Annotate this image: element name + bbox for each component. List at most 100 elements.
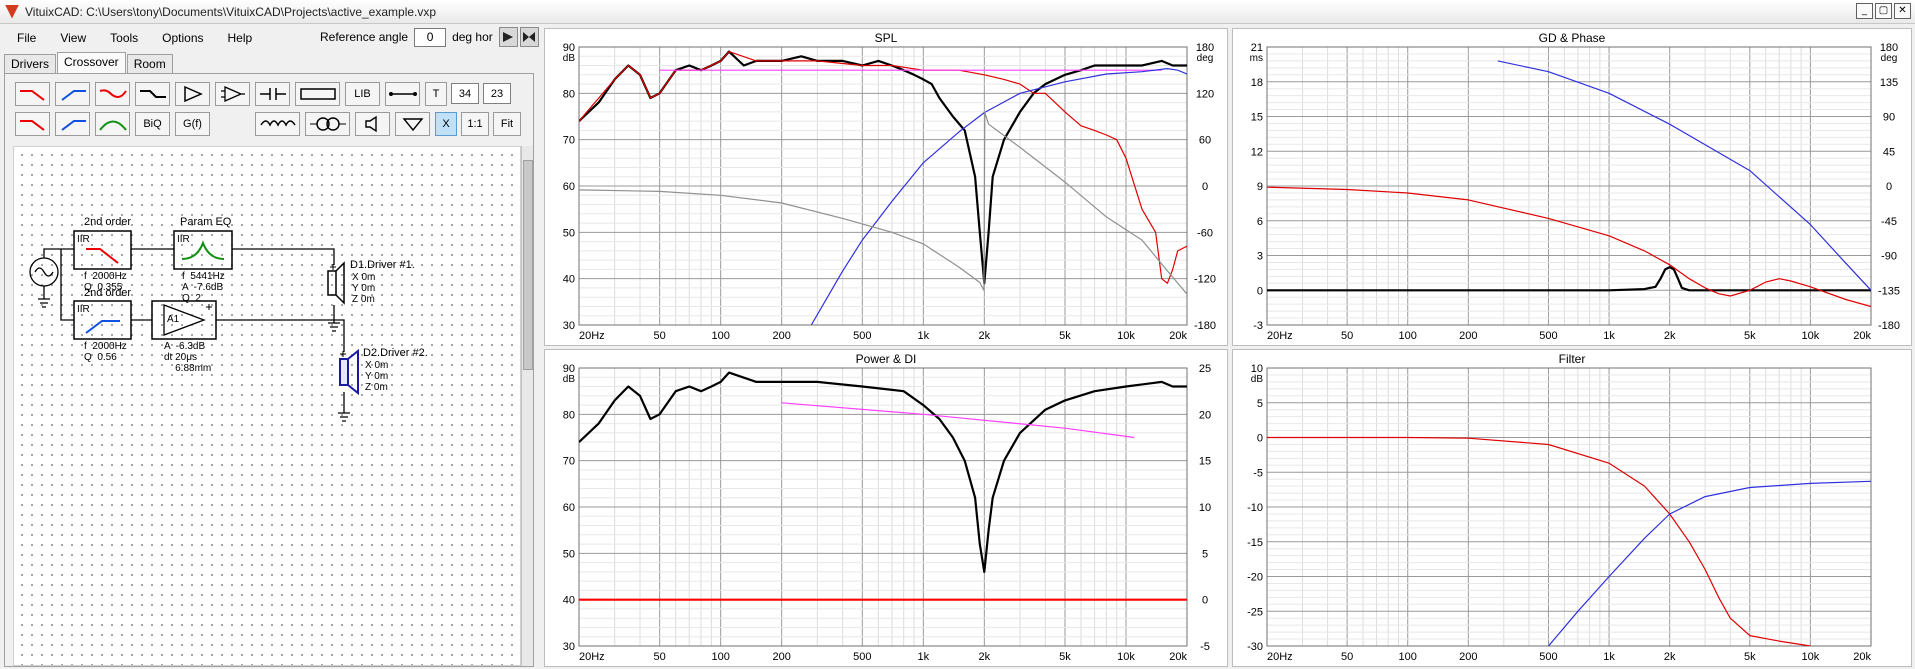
close-icon[interactable]: ✕: [1894, 3, 1911, 19]
driver1-name: D1.Driver #1.: [350, 259, 415, 271]
tab-strip: Drivers Crossover Room: [4, 52, 174, 74]
power-title: Power & DI: [855, 352, 917, 366]
menu-bar: File View Tools Options Help: [0, 26, 540, 50]
wire-icon: [388, 92, 417, 96]
ground-button[interactable]: [395, 112, 430, 136]
block2-params: f 5441Hz A -7.6dB Q 2: [182, 271, 225, 304]
spl-xtick: 50: [654, 330, 666, 342]
spl-series-1: [579, 51, 1187, 284]
spl-ytick: 80: [563, 88, 575, 100]
power-y2tick: 15: [1199, 456, 1211, 468]
tab-room[interactable]: Room: [126, 54, 173, 74]
zoom-1to1-button[interactable]: 1:1: [461, 112, 489, 136]
transfer-function-button[interactable]: G(f): [175, 112, 210, 136]
filter-ytick: -25: [1247, 606, 1263, 618]
spl-xtick: 10k: [1117, 330, 1135, 342]
resistor-button[interactable]: [295, 82, 340, 106]
gd-yunit: ms: [1250, 53, 1263, 64]
delete-button[interactable]: X: [435, 112, 457, 136]
bandpass-button[interactable]: [95, 112, 130, 136]
tab-crossover[interactable]: Crossover: [57, 52, 126, 73]
reference-angle-input[interactable]: [414, 27, 447, 47]
driver2-name: D2.Driver #2.: [363, 347, 428, 359]
maximize-icon[interactable]: ▢: [1875, 3, 1892, 19]
power-di-chart[interactable]: Power & DI 90 80 70 60 50 40 30 25 20 15 10 5 0 -5 20H…: [544, 349, 1228, 667]
grid-x-value[interactable]: 34: [451, 83, 479, 104]
block4-graphic: [151, 300, 217, 340]
highpass-filter-button[interactable]: [55, 82, 90, 106]
spl-chart[interactable]: SPL 90 80 70 60 50 40 30 180 120 60 0 -60 -120 -180 20…: [544, 28, 1228, 346]
gd-phase-chart[interactable]: GD & Phase 21 18 15 12 9 6 3 0 -3 180 135 90 45 0 -45 -…: [1232, 28, 1912, 346]
highpass-icon: [60, 90, 86, 101]
gd-series-0: [1267, 266, 1871, 292]
shelf-icon: [139, 90, 166, 98]
app-icon: [5, 4, 19, 19]
allpass-filter-button[interactable]: [95, 82, 130, 106]
spl-ytick: 40: [563, 274, 575, 286]
transformer-button[interactable]: [305, 112, 350, 136]
menu-tools[interactable]: Tools: [110, 31, 139, 45]
bowtie-icon: [523, 32, 536, 42]
gd-y2tick: 180: [1880, 42, 1898, 54]
inductor-button[interactable]: [255, 112, 300, 136]
library-button[interactable]: LIB: [345, 82, 380, 106]
filter-grid: [1266, 367, 1872, 647]
scrollbar-thumb[interactable]: [523, 160, 533, 370]
capacitor-button[interactable]: [255, 82, 290, 106]
gd-y2tick: 45: [1883, 146, 1895, 158]
gd-series-1: [1267, 186, 1871, 308]
schematic-wires: [29, 230, 359, 422]
schematic-canvas[interactable]: 2nd order IIR f 2000Hz Q 0.355 Param EQ …: [13, 146, 521, 666]
power-ytick: 30: [563, 641, 575, 653]
window-controls: _ ▢ ✕: [1856, 3, 1911, 19]
gd-xtick: 200: [1459, 330, 1477, 342]
wire-button[interactable]: [385, 82, 420, 106]
filter-title: Filter: [1558, 352, 1586, 366]
lowpass-filter-button[interactable]: [15, 82, 50, 106]
power-ytick: 50: [563, 548, 575, 560]
menu-file[interactable]: File: [17, 31, 37, 45]
driver2-params: X 0m Y 0m Z 0m: [365, 360, 389, 393]
spl-y2tick: -60: [1197, 227, 1213, 239]
power-yunit: dB: [563, 374, 576, 385]
spl-plot[interactable]: 90 80 70 60 50 40 30 180 120 60 0 -60 -120 -180 20Hz 50…: [545, 29, 1227, 345]
gd-xtick: 10k: [1802, 330, 1820, 342]
zoom-fit-button[interactable]: Fit: [493, 112, 521, 136]
power-y2tick: 5: [1202, 548, 1208, 560]
amplifier-button[interactable]: [175, 82, 210, 106]
spl-ytick: 90: [563, 42, 575, 54]
minimize-icon[interactable]: _: [1856, 3, 1873, 19]
block4-params: A -6.3dB dt 20μs 6.88mm: [164, 341, 212, 374]
highpass-2-button[interactable]: [55, 112, 90, 136]
grid-y-value[interactable]: 23: [483, 83, 511, 104]
schematic-scrollbar[interactable]: [521, 146, 533, 666]
rotate-left-button[interactable]: [498, 27, 518, 47]
menu-options[interactable]: Options: [162, 31, 204, 45]
driver-button[interactable]: [355, 112, 390, 136]
opamp-button[interactable]: [215, 82, 250, 106]
shelf-filter-button[interactable]: [135, 82, 170, 106]
lowpass-2-button[interactable]: [15, 112, 50, 136]
text-button[interactable]: T: [425, 82, 447, 106]
filter-xtick: 20k: [1853, 651, 1871, 663]
power-xtick: 200: [772, 651, 790, 663]
power-ytick: 90: [563, 363, 575, 375]
spl-y2tick: 180: [1196, 42, 1214, 54]
biquad-button[interactable]: BiQ: [135, 112, 170, 136]
spl-y2tick: 120: [1196, 88, 1214, 100]
filter-chart[interactable]: Filter 10 5 0 -5 -10 -15 -20 -25 -30 20Hz 50 100 200…: [1232, 349, 1912, 667]
spl-y2tick: -180: [1194, 320, 1216, 332]
menu-view[interactable]: View: [60, 31, 87, 45]
gd-plot[interactable]: 21 18 15 12 9 6 3 0 -3 180 135 90 45 0 -45 -90 -135 -180 2…: [1233, 29, 1911, 345]
filter-ytick: 10: [1251, 363, 1263, 375]
tab-drivers[interactable]: Drivers: [4, 54, 56, 74]
driver1-params: X 0m Y 0m Z 0m: [352, 272, 376, 305]
spl-xtick: 5k: [1059, 330, 1071, 342]
gd-ytick: 6: [1257, 216, 1263, 228]
rotate-right-button[interactable]: [519, 27, 539, 47]
gd-ytick: 9: [1257, 181, 1263, 193]
block2-title: Param EQ: [180, 216, 232, 228]
menu-help[interactable]: Help: [227, 31, 253, 45]
